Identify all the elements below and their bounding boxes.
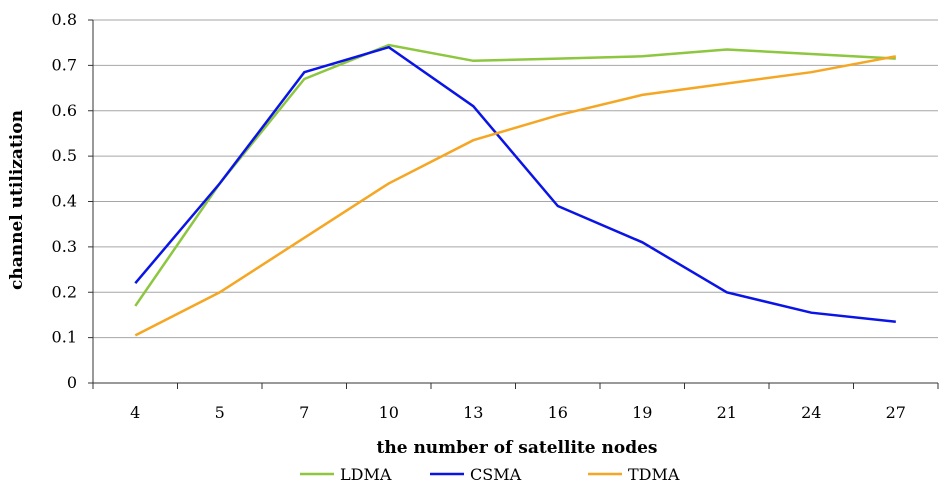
legend-label-csma: CSMA bbox=[470, 465, 522, 484]
x-tick-label: 10 bbox=[379, 403, 399, 422]
x-tick-label: 24 bbox=[801, 403, 821, 422]
series-line-ldma bbox=[134, 43, 896, 307]
x-tick-label: 27 bbox=[886, 403, 906, 422]
series-line-csma bbox=[134, 45, 896, 323]
x-tick-label: 19 bbox=[632, 403, 652, 422]
x-tick-label: 13 bbox=[463, 403, 483, 422]
x-tick-label: 16 bbox=[548, 403, 568, 422]
gridlines bbox=[93, 19, 938, 339]
x-tick-label: 4 bbox=[130, 403, 140, 422]
y-axis-title: channel utilization bbox=[7, 110, 27, 290]
y-tick-label: 0 bbox=[67, 373, 77, 392]
y-tick-label: 0.5 bbox=[52, 146, 77, 165]
y-tick-label: 0.1 bbox=[52, 328, 77, 347]
y-tick-label: 0.3 bbox=[52, 237, 77, 256]
series-line-tdma bbox=[134, 55, 897, 337]
x-axis-title: the number of satellite nodes bbox=[377, 438, 658, 458]
legend: LDMA CSMA TDMA bbox=[300, 465, 680, 484]
series-lines bbox=[134, 43, 897, 337]
y-tick-label: 0.2 bbox=[52, 282, 77, 301]
y-tick-label: 0.4 bbox=[52, 192, 77, 211]
y-tick-label: 0.8 bbox=[52, 10, 77, 29]
y-tick-label: 0.6 bbox=[52, 101, 77, 120]
x-tick-label: 7 bbox=[299, 403, 309, 422]
y-tick-label: 0.7 bbox=[52, 55, 77, 74]
tick-labels: 0 0.1 0.2 0.3 0.4 0.5 0.6 0.7 0.8 4 5 7 10 13 16 19 21 24… bbox=[52, 10, 906, 422]
x-tick-label: 21 bbox=[717, 403, 737, 422]
legend-label-tdma: TDMA bbox=[628, 465, 680, 484]
axes bbox=[88, 19, 939, 389]
legend-label-ldma: LDMA bbox=[340, 465, 392, 484]
x-tick-label: 5 bbox=[215, 403, 225, 422]
